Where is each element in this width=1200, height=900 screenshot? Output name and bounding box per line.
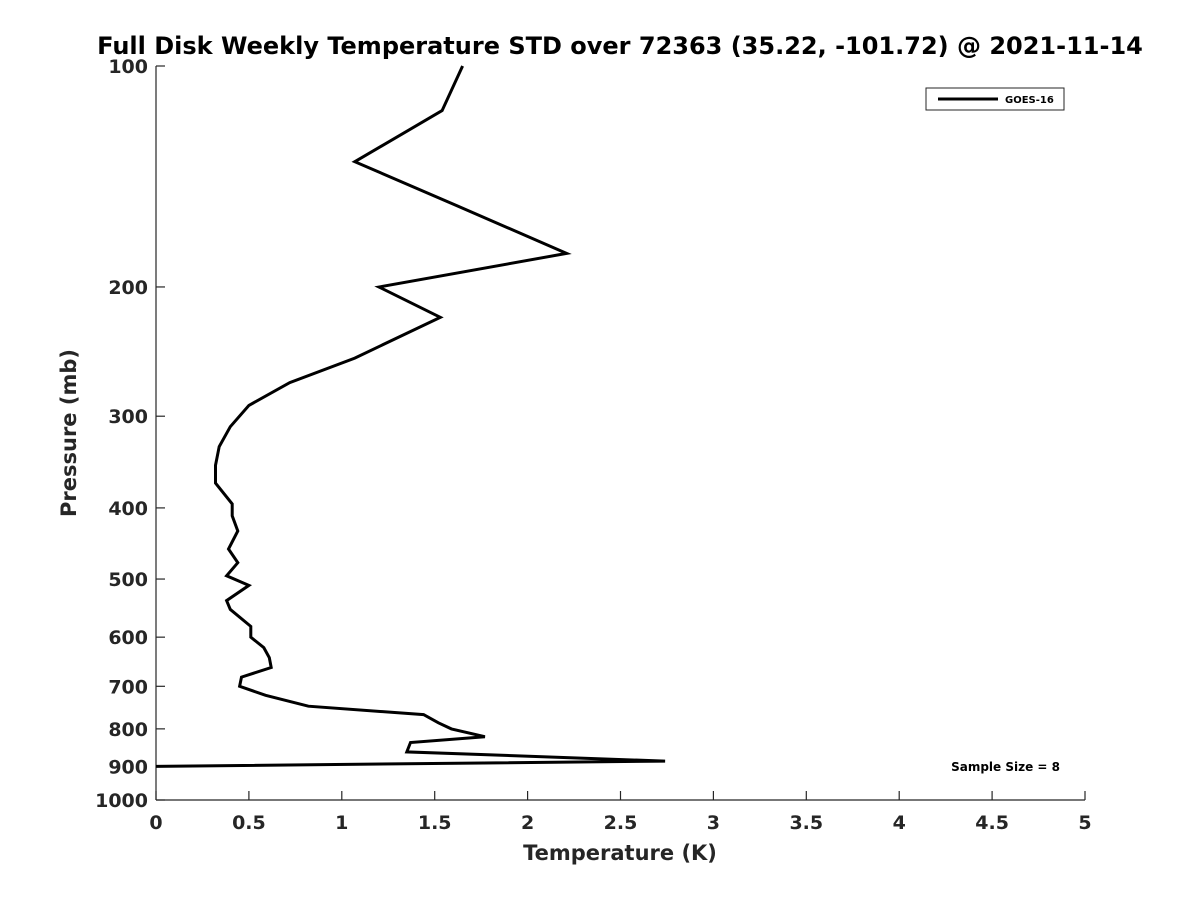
y-ticks: 100 200 300 400 500 600 700 800 900 1000 [95, 56, 165, 812]
x-tick-label: 3 [707, 812, 720, 834]
x-tick-label: 2 [521, 812, 534, 834]
series-group [155, 65, 666, 768]
legend: GOES-16 [925, 87, 1065, 111]
chart-title: Full Disk Weekly Temperature STD over 72… [97, 32, 1143, 60]
y-tick-label: 400 [108, 498, 148, 520]
y-tick-label: 300 [108, 406, 148, 428]
y-tick-label: 200 [108, 277, 148, 299]
x-tick-label: 4.5 [975, 812, 1009, 834]
x-tick-label: 2.5 [604, 812, 638, 834]
y-tick-label: 500 [108, 569, 148, 591]
x-tick-label: 1 [335, 812, 348, 834]
y-tick-label: 600 [108, 627, 148, 649]
y-tick-label: 700 [108, 676, 148, 698]
series-line-goes-16 [155, 65, 666, 768]
x-tick-label: 0.5 [232, 812, 266, 834]
x-tick-label: 4 [893, 812, 906, 834]
legend-label-goes-16: GOES-16 [1005, 95, 1054, 106]
y-tick-label: 1000 [95, 790, 148, 812]
axes [155, 66, 1085, 801]
y-axis-label: Pressure (mb) [57, 349, 81, 517]
y-tick-label: 800 [108, 719, 148, 741]
sample-size-annotation: Sample Size = 8 [951, 760, 1060, 774]
y-tick-label: 100 [108, 56, 148, 78]
x-ticks: 0 0.5 1 1.5 2 2.5 3 3.5 4 4.5 5 [149, 791, 1092, 834]
x-tick-label: 3.5 [789, 812, 823, 834]
x-tick-label: 1.5 [418, 812, 452, 834]
y-tick-label: 900 [108, 756, 148, 778]
x-tick-label: 0 [149, 812, 162, 834]
x-tick-label: 5 [1078, 812, 1091, 834]
x-axis-label: Temperature (K) [523, 841, 717, 865]
